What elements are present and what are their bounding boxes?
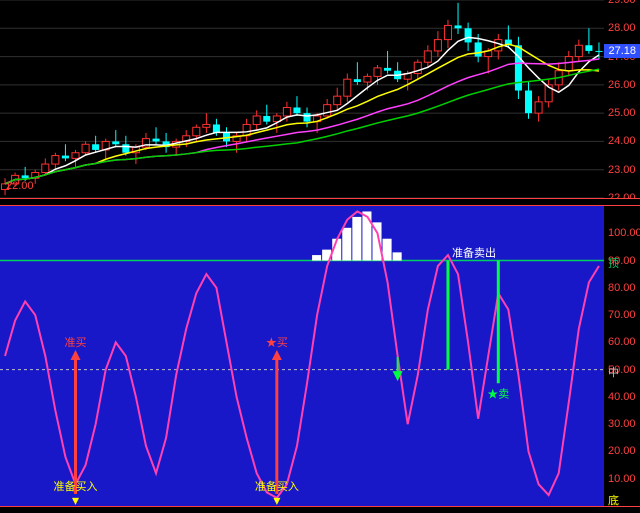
chart-container: 22.00 22.0023.0024.0025.0026.0027.0028.0… — [0, 0, 640, 513]
indicator-tick: 80.00 — [608, 282, 638, 294]
indicator-tick: 10.00 — [608, 473, 638, 485]
panel-divider[interactable] — [0, 198, 640, 206]
svg-text:★卖: ★卖 — [487, 387, 509, 400]
price-tick: 28.00 — [608, 22, 638, 34]
mid-line-label: 中 — [608, 364, 638, 380]
svg-text:准买: 准买 — [65, 336, 87, 349]
svg-text:★买: ★买 — [266, 336, 288, 349]
indicator-tick: 40.00 — [608, 391, 638, 403]
price-tick: 29.00 — [608, 0, 638, 6]
indicator-tick: 100.00 — [608, 227, 638, 239]
bottom-strip — [0, 506, 640, 513]
inline-price-22: 22.00 — [6, 180, 34, 192]
indicator-panel[interactable]: 准买准备买入▾★买准备买入▾准备卖出★卖 — [0, 206, 604, 506]
svg-text:▾: ▾ — [273, 492, 280, 506]
price-tick: 26.00 — [608, 79, 638, 91]
price-tick: 24.00 — [608, 135, 638, 147]
price-yaxis: 22.0023.0024.0025.0026.0027.0028.0029.00… — [604, 0, 640, 198]
indicator-tick: 70.00 — [608, 309, 638, 321]
indicator-tick: 30.00 — [608, 418, 638, 430]
svg-text:▾: ▾ — [72, 492, 79, 506]
svg-text:准备买入: 准备买入 — [54, 479, 98, 493]
price-tick: 25.00 — [608, 107, 638, 119]
indicator-tick: 60.00 — [608, 336, 638, 348]
indicator-tick: 20.00 — [608, 445, 638, 457]
svg-text:准备买入: 准备买入 — [255, 479, 299, 493]
top-line-label: 顶 — [608, 255, 638, 271]
current-price-badge: 27.18 — [604, 44, 640, 58]
indicator-yaxis: 10.0020.0030.0040.0050.0060.0070.0080.00… — [604, 206, 640, 506]
svg-text:准备卖出: 准备卖出 — [452, 246, 496, 260]
price-panel[interactable]: 22.00 — [0, 0, 604, 198]
price-tick: 23.00 — [608, 164, 638, 176]
